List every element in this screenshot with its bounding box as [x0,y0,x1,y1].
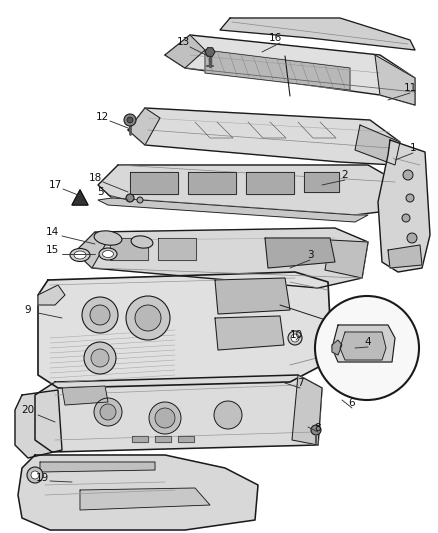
Circle shape [214,401,242,429]
Ellipse shape [99,248,117,260]
Text: 6: 6 [349,398,355,408]
Ellipse shape [74,251,86,259]
Polygon shape [304,172,339,192]
Circle shape [149,402,181,434]
Polygon shape [188,172,236,194]
Polygon shape [98,198,368,222]
Circle shape [155,408,175,428]
Polygon shape [332,325,395,362]
Ellipse shape [102,251,113,257]
Text: 8: 8 [314,423,321,433]
Circle shape [27,467,43,483]
Circle shape [311,425,321,435]
Text: 19: 19 [35,473,49,483]
Polygon shape [220,18,415,50]
Text: 7: 7 [297,378,303,388]
Circle shape [403,170,413,180]
Polygon shape [378,140,430,272]
Ellipse shape [131,236,153,248]
Text: 18: 18 [88,173,102,183]
Text: 16: 16 [268,33,282,43]
Circle shape [90,305,110,325]
Polygon shape [178,436,194,442]
Polygon shape [355,125,400,165]
Text: 13: 13 [177,37,190,47]
Polygon shape [265,238,335,268]
Polygon shape [130,172,178,194]
Polygon shape [75,228,368,288]
Text: 9: 9 [25,305,31,315]
Polygon shape [35,375,322,452]
Polygon shape [375,55,415,105]
Polygon shape [40,462,155,472]
Polygon shape [72,190,88,205]
Circle shape [124,114,136,126]
Circle shape [291,334,299,342]
Polygon shape [128,108,160,145]
Text: 17: 17 [48,180,62,190]
Circle shape [406,194,414,202]
Text: 3: 3 [307,250,313,260]
Circle shape [100,404,116,420]
Polygon shape [165,35,415,105]
Text: 12: 12 [95,112,109,122]
Text: 11: 11 [403,83,417,93]
Polygon shape [132,436,148,442]
Circle shape [407,233,417,243]
Circle shape [91,349,109,367]
Circle shape [402,214,410,222]
Circle shape [137,197,143,203]
Polygon shape [128,108,400,165]
Polygon shape [18,455,258,530]
Polygon shape [62,386,108,405]
Text: 10: 10 [290,330,303,340]
Circle shape [84,342,116,374]
Text: 14: 14 [46,227,59,237]
Polygon shape [205,50,350,90]
Circle shape [126,194,134,202]
Polygon shape [388,245,422,268]
Polygon shape [38,272,332,388]
Circle shape [135,305,161,331]
Polygon shape [215,278,290,314]
Text: 4: 4 [365,337,371,347]
Polygon shape [158,238,196,260]
Polygon shape [165,35,205,68]
Circle shape [31,471,39,479]
Text: 15: 15 [46,245,59,255]
Text: 5: 5 [97,187,103,197]
Text: 20: 20 [21,405,35,415]
Polygon shape [325,240,368,278]
Polygon shape [340,332,386,360]
Circle shape [288,331,302,345]
Polygon shape [292,375,322,445]
Polygon shape [98,165,398,215]
Text: 2: 2 [342,170,348,180]
Polygon shape [215,316,284,350]
Ellipse shape [94,231,122,245]
Ellipse shape [70,248,90,262]
Polygon shape [15,390,62,458]
Polygon shape [332,340,342,355]
Text: 1: 1 [410,143,416,153]
Polygon shape [75,232,108,268]
Circle shape [126,296,170,340]
Circle shape [127,117,133,123]
Polygon shape [155,436,171,442]
Circle shape [315,296,419,400]
Polygon shape [110,238,148,260]
Circle shape [82,297,118,333]
Polygon shape [80,488,210,510]
Polygon shape [246,172,294,194]
Circle shape [94,398,122,426]
Polygon shape [38,285,65,305]
